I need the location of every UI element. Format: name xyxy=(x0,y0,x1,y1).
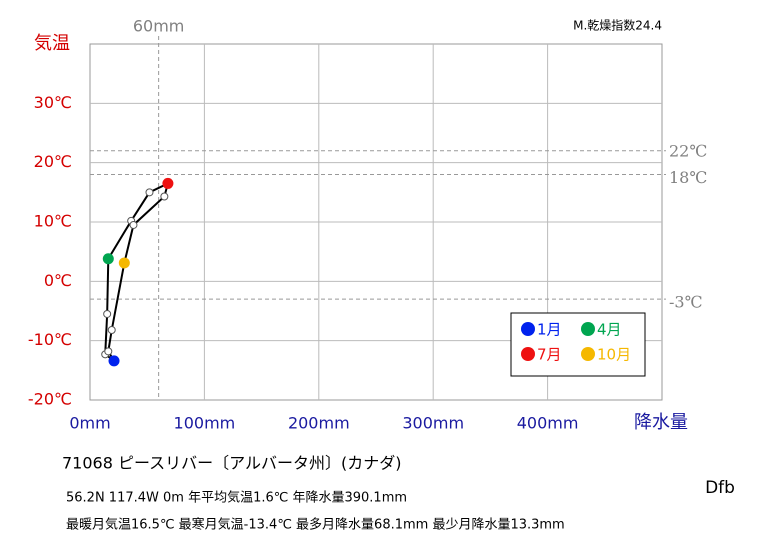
x-tick-label: 100mm xyxy=(174,414,236,433)
dryness-index: M.乾燥指数24.4 xyxy=(573,18,662,33)
climate-class: Dfb xyxy=(705,478,735,498)
y-tick-label: -20℃ xyxy=(28,390,72,409)
legend-label: 1月 xyxy=(537,321,562,339)
x-tick-label: 400mm xyxy=(517,414,579,433)
x-tick-label: 0mm xyxy=(69,414,110,433)
y-tick-label: 10℃ xyxy=(34,212,72,231)
legend-marker xyxy=(521,347,535,361)
legend-box xyxy=(510,312,646,377)
highlight-point xyxy=(162,177,174,189)
month-point xyxy=(145,188,154,197)
reference-label: -3℃ xyxy=(669,293,702,312)
y-axis-label: 気温 xyxy=(34,33,70,54)
legend-label: 7月 xyxy=(537,346,562,364)
station-extremes: 最暖月気温16.5℃ 最寒月気温-13.4℃ 最多月降水量68.1mm 最少月降… xyxy=(66,517,565,533)
station-info: 56.2N 117.4W 0m 年平均気温1.6℃ 年降水量390.1mm xyxy=(66,490,407,506)
x-tick-label: 300mm xyxy=(402,414,464,433)
month-point xyxy=(104,347,113,356)
legend-marker xyxy=(581,347,595,361)
highlight-point xyxy=(118,257,130,269)
highlight-point xyxy=(102,253,114,265)
y-tick-label: 0℃ xyxy=(44,271,72,290)
legend-marker xyxy=(581,322,595,336)
reference-label: 60mm xyxy=(133,17,185,36)
month-point xyxy=(107,325,116,334)
legend-marker xyxy=(521,322,535,336)
x-tick-label: 200mm xyxy=(288,414,350,433)
highlight-point xyxy=(108,355,120,367)
station-title: 71068 ピースリバー〔アルバータ州〕(カナダ) xyxy=(62,454,402,473)
x-axis-label: 降水量 xyxy=(634,412,688,433)
y-tick-label: 20℃ xyxy=(34,152,72,171)
legend-label: 10月 xyxy=(597,346,631,364)
legend-label: 4月 xyxy=(597,321,622,339)
month-point xyxy=(160,192,169,201)
reference-label: 18℃ xyxy=(669,168,707,187)
month-point xyxy=(129,220,138,229)
month-point xyxy=(103,309,112,318)
y-tick-label: -10℃ xyxy=(28,330,72,349)
y-tick-label: 30℃ xyxy=(34,93,72,112)
reference-label: 22℃ xyxy=(669,141,707,160)
